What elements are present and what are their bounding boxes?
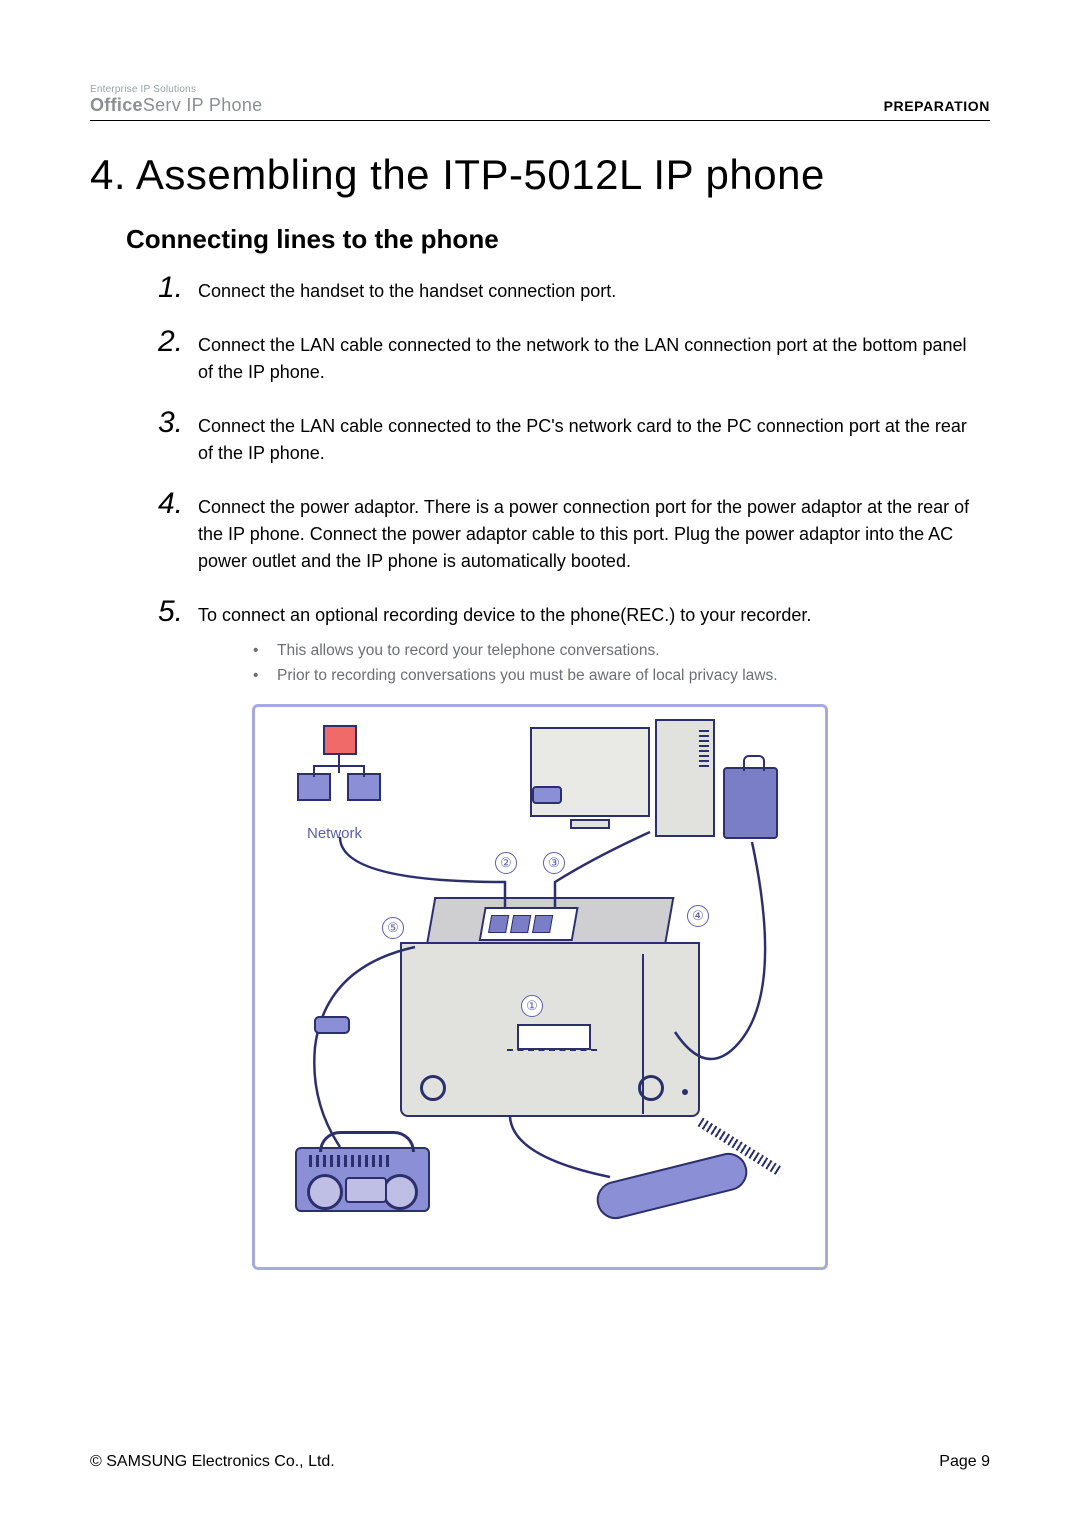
subbullet: This allows you to record your telephone…: [253, 639, 980, 664]
page-number: Page 9: [939, 1453, 990, 1471]
logo-main-rest: Serv IP Phone: [143, 95, 263, 115]
pc-monitor-icon: [530, 727, 650, 817]
step-3: 3. Connect the LAN cable connected to th…: [158, 408, 980, 467]
callout-3: ③: [543, 852, 565, 874]
step-number: 2.: [158, 327, 198, 357]
section-label: PREPARATION: [884, 98, 990, 114]
pc-tower-icon: [655, 719, 715, 837]
recorder-icon: [295, 1147, 430, 1212]
logo: Enterprise IP Solutions OfficeServ IP Ph…: [90, 85, 262, 114]
subbullet: Prior to recording conversations you mus…: [253, 664, 980, 689]
connection-diagram: Network: [252, 704, 828, 1270]
step-4: 4. Connect the power adaptor. There is a…: [158, 489, 980, 575]
page-title: 4. Assembling the ITP-5012L IP phone: [90, 151, 990, 199]
subtitle: Connecting lines to the phone: [126, 224, 990, 255]
pc-monitor-stand: [570, 819, 610, 829]
callout-4: ④: [687, 905, 709, 927]
step-number: 5.: [158, 597, 198, 627]
document-page: Enterprise IP Solutions OfficeServ IP Ph…: [0, 0, 1080, 1526]
step-text: Connect the handset to the handset conne…: [198, 278, 980, 305]
step-number: 3.: [158, 408, 198, 438]
logo-main: OfficeServ IP Phone: [90, 96, 262, 115]
phone-body-icon: [400, 942, 700, 1117]
step-text: To connect an optional recording device …: [198, 602, 980, 689]
network-icon: [293, 725, 383, 820]
page-footer: © SAMSUNG Electronics Co., Ltd. Page 9: [90, 1453, 990, 1471]
step-5-subbullets: This allows you to record your telephone…: [253, 639, 980, 689]
step-text: Connect the power adaptor. There is a po…: [198, 494, 980, 575]
phone-rear-panel: [426, 897, 675, 947]
page-header: Enterprise IP Solutions OfficeServ IP Ph…: [90, 85, 990, 121]
copyright: © SAMSUNG Electronics Co., Ltd.: [90, 1453, 335, 1471]
power-adapter-icon: [723, 767, 778, 839]
step-text: Connect the LAN cable connected to the n…: [198, 332, 980, 386]
logo-main-bold: Office: [90, 95, 143, 115]
step-text: Connect the LAN cable connected to the P…: [198, 413, 980, 467]
step-1: 1. Connect the handset to the handset co…: [158, 273, 980, 305]
steps-list: 1. Connect the handset to the handset co…: [158, 273, 980, 689]
network-label: Network: [307, 825, 362, 842]
handset-icon: [593, 1149, 752, 1223]
step-number: 4.: [158, 489, 198, 519]
step-2: 2. Connect the LAN cable connected to th…: [158, 327, 980, 386]
step-5-text: To connect an optional recording device …: [198, 605, 811, 625]
step-number: 1.: [158, 273, 198, 303]
callout-2: ②: [495, 852, 517, 874]
callout-5: ⑤: [382, 917, 404, 939]
step-5: 5. To connect an optional recording devi…: [158, 597, 980, 689]
callout-1: ①: [521, 995, 543, 1017]
